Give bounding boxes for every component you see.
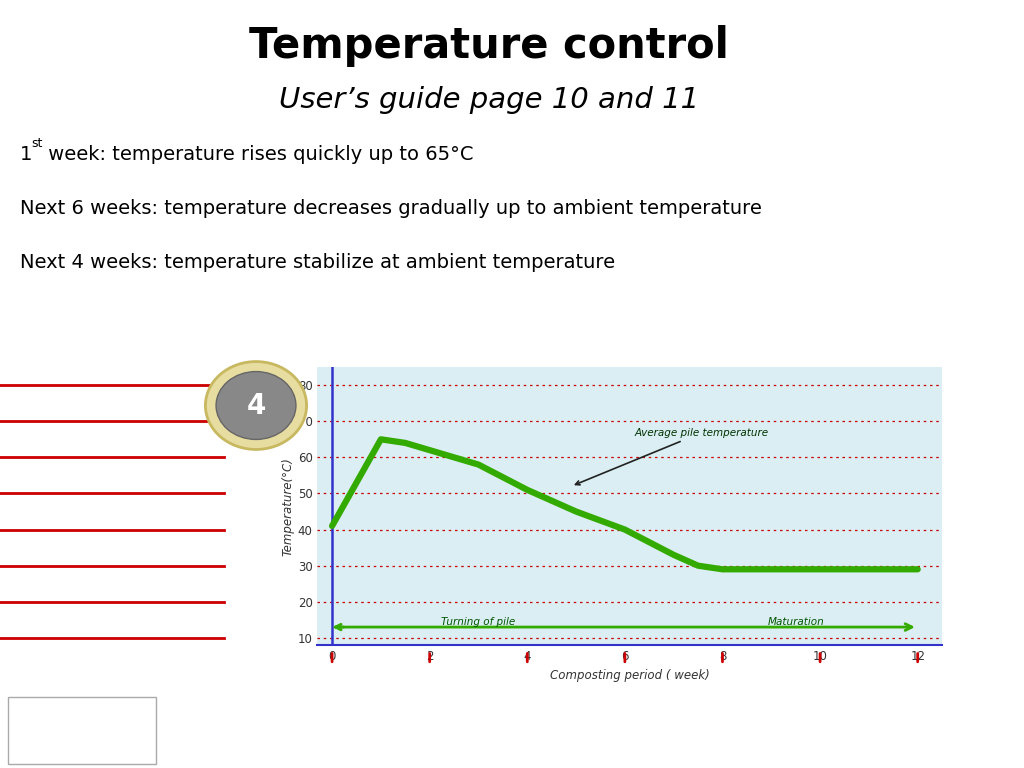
Text: 4: 4	[247, 392, 265, 419]
Text: Turning of pile: Turning of pile	[441, 617, 516, 627]
Text: WATER SERVICES: WATER SERVICES	[60, 736, 103, 740]
Ellipse shape	[206, 362, 306, 449]
Text: 3: 3	[942, 737, 949, 750]
X-axis label: Composting period ( week): Composting period ( week)	[550, 668, 710, 681]
Text: User’s guide page 10 and 11: User’s guide page 10 and 11	[279, 86, 699, 114]
Y-axis label: Temperature(°C): Temperature(°C)	[282, 457, 295, 555]
Text: Water Services Trust Fund   PO Box 49699 00100, Nairobi   1st Flr, CIC Plaza, Ma: Water Services Trust Fund PO Box 49699 0…	[186, 730, 572, 738]
Text: Maturation: Maturation	[767, 617, 824, 627]
Text: Financial  support  for  improved  access  to  water  and  sanitation: Financial support for improved access to…	[264, 700, 894, 715]
Text: Average pile temperature: Average pile temperature	[575, 428, 769, 485]
Text: Tel: 2720496 / 2720017-9   Email: info@wstfkenya.org   www.wstfkenya.org: Tel: 2720496 / 2720017-9 Email: info@wst…	[186, 751, 527, 760]
Text: st: st	[32, 137, 43, 150]
Text: 9/29/20: 9/29/20	[19, 730, 54, 738]
Text: Next 4 weeks: temperature stabilize at ambient temperature: Next 4 weeks: temperature stabilize at a…	[19, 253, 615, 273]
Text: Temperature control: Temperature control	[230, 324, 391, 339]
Text: 1: 1	[19, 145, 32, 164]
Text: Next 6 weeks: temperature decreases gradually up to ambient temperature: Next 6 weeks: temperature decreases grad…	[19, 199, 762, 218]
Text: Temperature control: Temperature control	[249, 25, 729, 67]
Ellipse shape	[216, 372, 296, 439]
Text: TRUST FUND: TRUST FUND	[67, 749, 97, 753]
Text: week: temperature rises quickly up to 65°C: week: temperature rises quickly up to 65…	[42, 145, 473, 164]
